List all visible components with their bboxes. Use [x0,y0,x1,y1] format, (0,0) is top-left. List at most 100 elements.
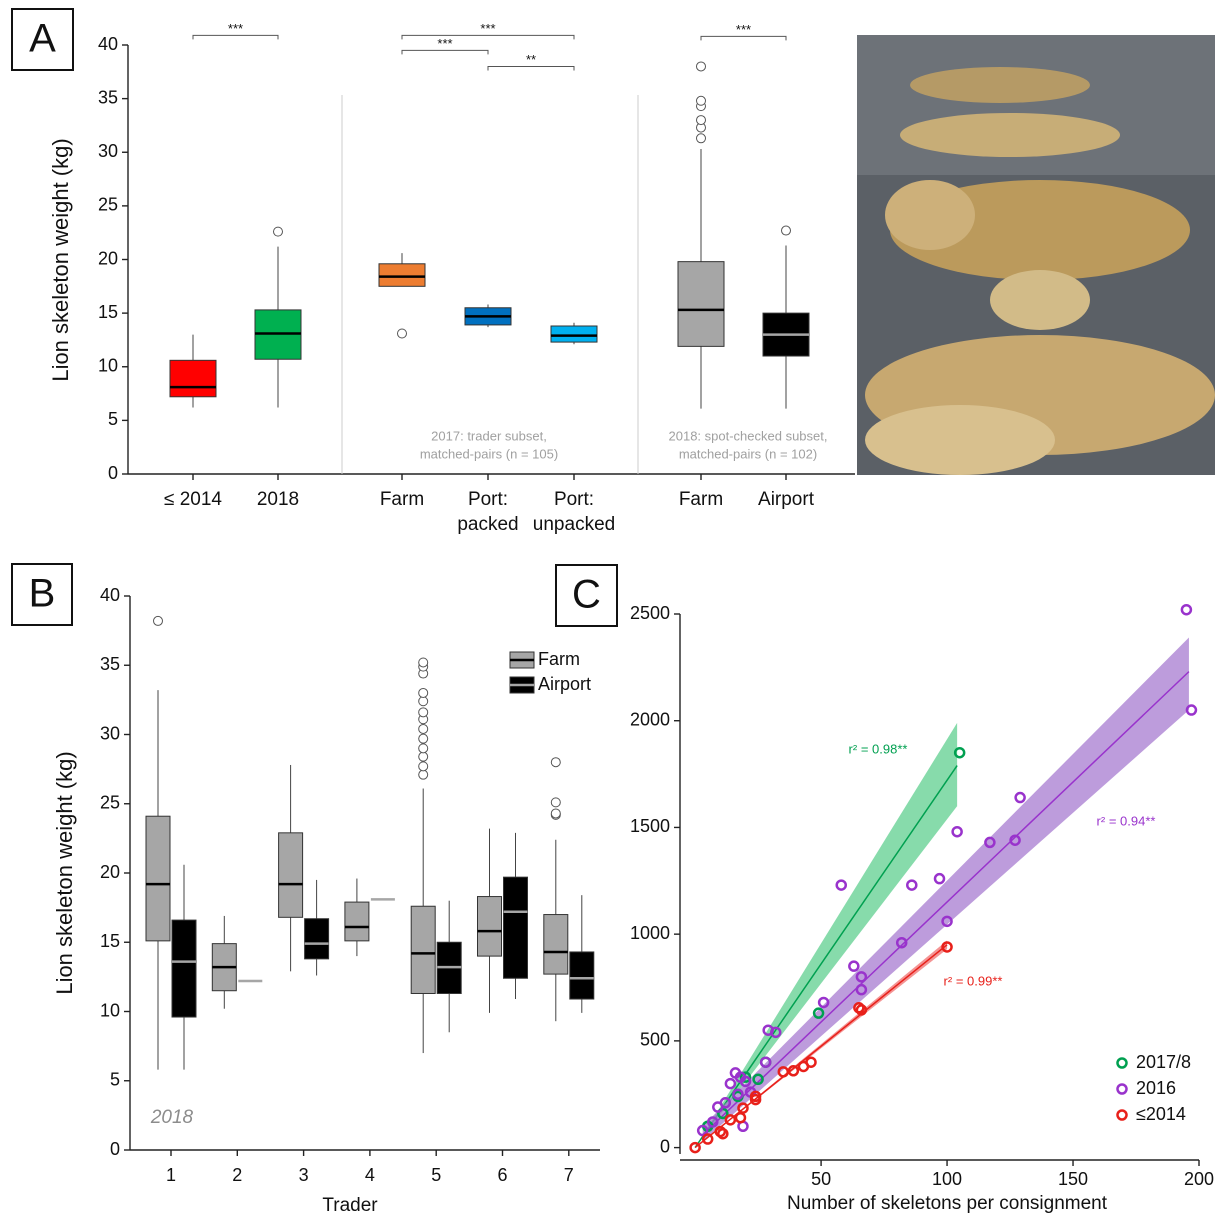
x-tick-label-line: 2018 [257,489,299,510]
significance-label: *** [480,21,495,36]
y-axis-label: Lion skeleton weight (kg) [48,138,73,381]
x-tick-label: 6 [497,1165,507,1185]
y-tick-label: 0 [108,463,118,483]
subset-note: matched-pairs (n = 105) [420,446,558,461]
outlier [697,116,706,125]
y-tick-label: 35 [98,87,118,107]
x-tick-label: Airport [758,489,815,510]
subset-note: 2018: spot-checked subset, [669,428,828,443]
y-tick-label: 30 [100,723,120,743]
outlier [551,809,560,818]
y-tick-label: 30 [98,141,118,161]
fit-line [703,672,1189,1135]
x-tick-label: Farm [380,489,424,510]
outlier [419,724,428,733]
outlier [419,658,428,667]
outlier [274,227,283,236]
y-tick-label: 1500 [630,816,670,836]
y-axis-label: Lion skeleton weight (kg) [52,751,77,994]
significance-bracket [488,66,574,70]
legend-marker [1118,1111,1127,1120]
point [807,1058,816,1067]
point [736,1113,745,1122]
y-tick-label: 0 [660,1136,670,1156]
box [551,326,597,342]
outlier [419,697,428,706]
significance-bracket [402,50,488,54]
y-tick-label: 10 [100,1000,120,1020]
x-tick-label: Farm [679,489,723,510]
x-tick-label-line: Farm [679,489,723,510]
outlier [154,616,163,625]
outlier [551,798,560,807]
subset-note: 2017: trader subset, [431,428,547,443]
outlier [419,708,428,717]
significance-label: *** [228,21,243,36]
point [837,881,846,890]
box [411,906,435,993]
y-tick-label: 1000 [630,923,670,943]
y-tick-label: 40 [98,34,118,54]
y-tick-label: 15 [100,931,120,951]
box [170,360,216,396]
x-tick-label: Port:unpacked [533,489,615,535]
y-tick-label: 20 [98,248,118,268]
x-tick-label: ≤ 2014 [164,489,222,510]
outlier [419,752,428,761]
outlier [419,770,428,779]
legend-label: 2016 [1136,1078,1176,1098]
box [478,897,502,957]
panel-b-label: B [12,564,72,625]
x-tick-label: 5 [431,1165,441,1185]
y-tick-label: 2500 [630,603,670,623]
box [305,919,329,959]
x-tick-label: 3 [299,1165,309,1185]
box [379,264,425,287]
point [935,874,944,883]
box [504,877,528,978]
legend-marker [1118,1085,1127,1094]
significance-label: ** [526,52,536,67]
x-tick-label-line: Port: [468,489,508,510]
outlier [551,758,560,767]
photo [857,35,1215,475]
y-tick-label: 10 [98,356,118,376]
y-tick-label: 40 [100,585,120,605]
legend-label: 2017/8 [1136,1052,1191,1072]
point [1016,793,1025,802]
legend-marker [1118,1059,1127,1068]
x-tick-label: Port:packed [457,489,518,535]
outlier [782,226,791,235]
panel-c-label: C [556,565,617,626]
outlier [398,329,407,338]
x-tick-label-line: Farm [380,489,424,510]
outlier [419,744,428,753]
significance-bracket [701,36,786,40]
y-tick-label: 15 [98,302,118,322]
point [726,1079,735,1088]
panel-a-label: A [12,9,73,70]
outlier [419,734,428,743]
panel-label: A [29,17,56,61]
panel-label: C [572,573,601,617]
annotation: 2018 [150,1107,194,1128]
significance-label: *** [736,22,751,37]
legend-label: Farm [538,649,580,669]
significance-label: *** [437,36,452,51]
significance-bracket [193,35,278,39]
box [544,915,568,975]
point [1182,605,1191,614]
x-tick-label-line: Airport [758,489,815,510]
x-tick-label: 7 [564,1165,574,1185]
r2-label: r² = 0.94** [1097,813,1156,828]
x-axis-label: Number of skeletons per consignment [787,1193,1108,1214]
x-tick-label-line: ≤ 2014 [164,489,222,510]
x-tick-label: 200 [1184,1169,1214,1189]
x-tick-label: 2 [232,1165,242,1185]
x-tick-label: 1 [166,1165,176,1185]
x-tick-label: 150 [1058,1169,1088,1189]
y-tick-label: 25 [98,195,118,215]
y-tick-label: 25 [100,793,120,813]
x-tick-label: 100 [932,1169,962,1189]
y-tick-label: 0 [110,1139,120,1159]
